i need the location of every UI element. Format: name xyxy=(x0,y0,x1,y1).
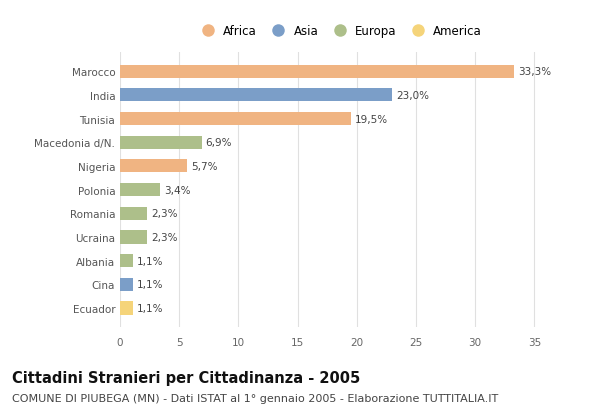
Bar xyxy=(120,254,133,267)
Text: 33,3%: 33,3% xyxy=(518,67,551,77)
Text: 5,7%: 5,7% xyxy=(191,162,218,171)
Text: Cittadini Stranieri per Cittadinanza - 2005: Cittadini Stranieri per Cittadinanza - 2… xyxy=(12,370,360,385)
Bar xyxy=(120,65,514,79)
Text: 1,1%: 1,1% xyxy=(137,280,163,290)
Text: 2,3%: 2,3% xyxy=(151,209,177,219)
Bar xyxy=(120,231,147,244)
Text: 6,9%: 6,9% xyxy=(205,138,232,148)
Text: 19,5%: 19,5% xyxy=(355,115,388,124)
Text: 1,1%: 1,1% xyxy=(137,256,163,266)
Text: 2,3%: 2,3% xyxy=(151,232,177,243)
Text: 1,1%: 1,1% xyxy=(137,303,163,313)
Bar xyxy=(120,278,133,291)
Bar xyxy=(120,160,187,173)
Bar xyxy=(120,137,202,149)
Bar xyxy=(120,113,351,126)
Text: 3,4%: 3,4% xyxy=(164,185,190,195)
Text: COMUNE DI PIUBEGA (MN) - Dati ISTAT al 1° gennaio 2005 - Elaborazione TUTTITALIA: COMUNE DI PIUBEGA (MN) - Dati ISTAT al 1… xyxy=(12,393,498,403)
Text: 23,0%: 23,0% xyxy=(396,91,429,101)
Bar xyxy=(120,184,160,197)
Bar xyxy=(120,89,392,102)
Bar xyxy=(120,302,133,315)
Bar xyxy=(120,207,147,220)
Legend: Africa, Asia, Europa, America: Africa, Asia, Europa, America xyxy=(191,21,487,43)
